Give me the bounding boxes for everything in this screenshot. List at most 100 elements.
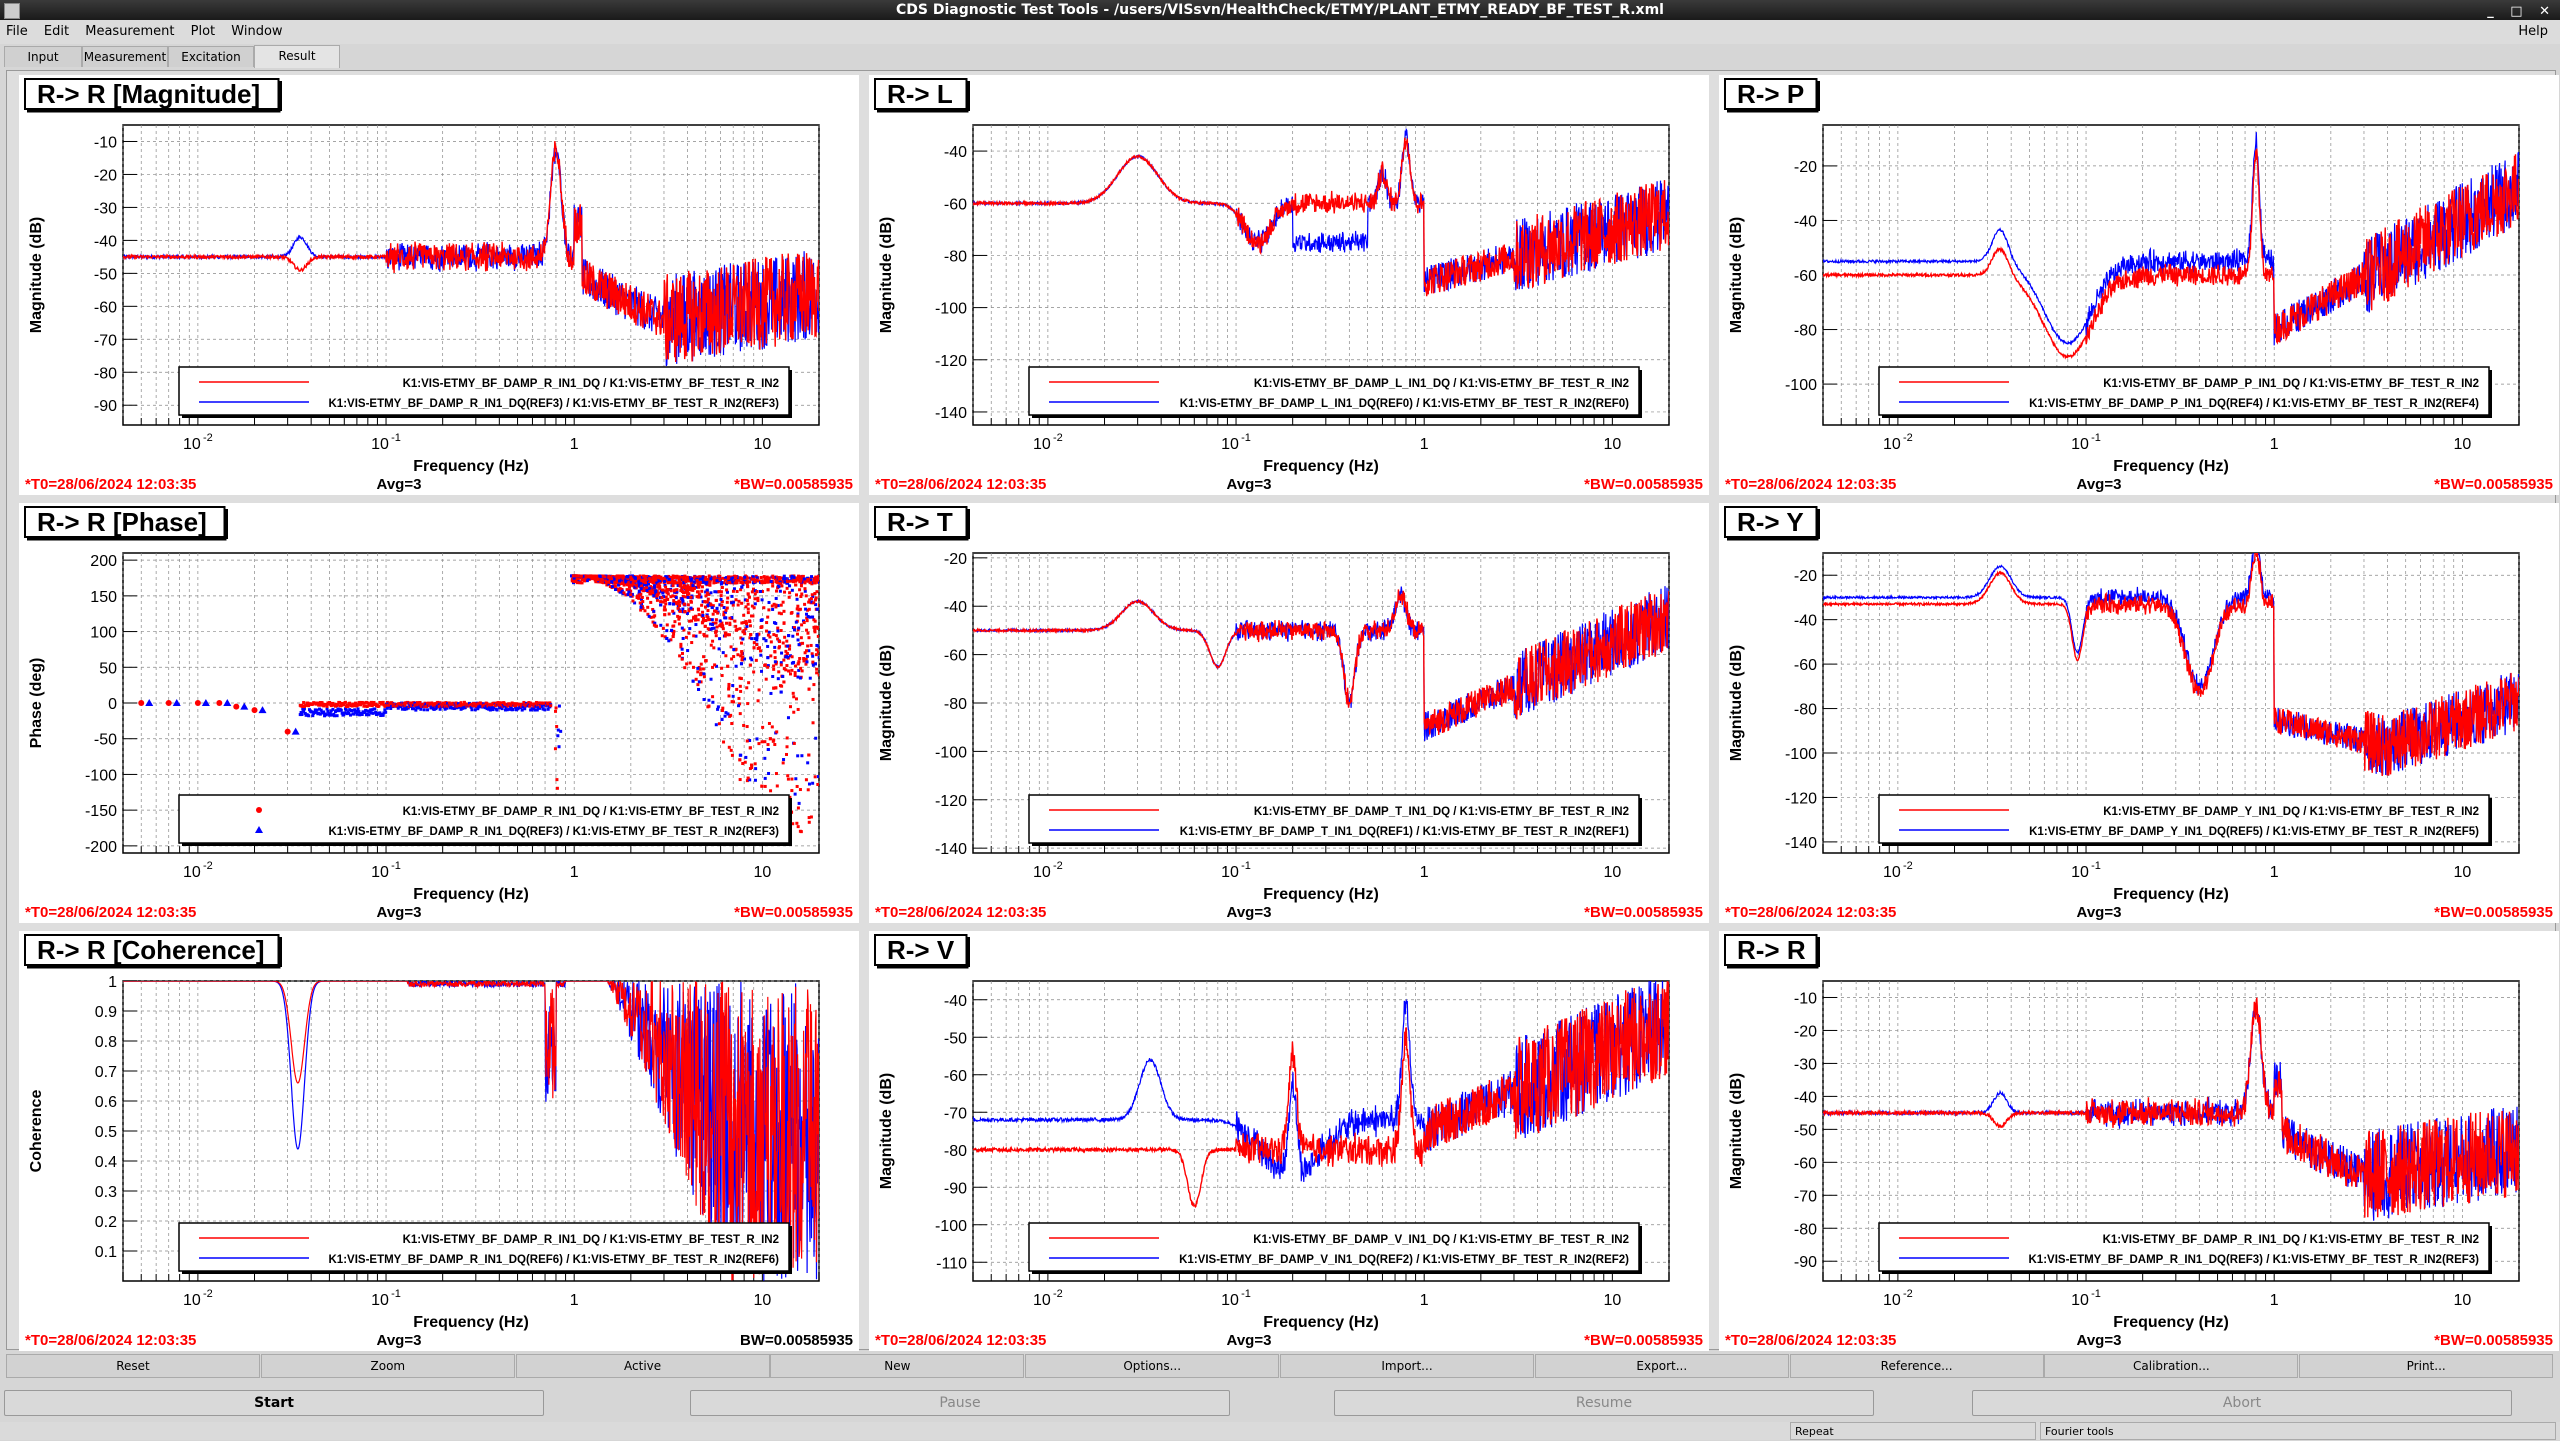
x-axis-label: Frequency (Hz) xyxy=(1263,458,1379,475)
phase-point xyxy=(732,700,736,704)
phase-point xyxy=(722,581,726,585)
phase-point xyxy=(729,645,733,649)
phase-point xyxy=(780,584,784,588)
phase-point-ref xyxy=(726,712,730,716)
phase-point-ref xyxy=(657,579,661,583)
x-tick-label: 1 xyxy=(2270,436,2279,453)
window-controls[interactable]: _ □ ✕ xyxy=(2487,4,2556,19)
plot-panel-rr[interactable]: R-> R -10 -20 -30 -40 -50 -60 -70 -80 -90 Magnitud… xyxy=(1719,931,2559,1351)
phase-point-ref xyxy=(473,708,477,712)
phase-point xyxy=(593,578,597,582)
phase-point-ref xyxy=(639,605,643,609)
reset-button[interactable]: Reset xyxy=(6,1354,260,1378)
options-button[interactable]: Options... xyxy=(1025,1354,1280,1378)
menu-window[interactable]: Window xyxy=(231,24,283,39)
legend-entry: K1:VIS-ETMY_BF_DAMP_R_IN1_DQ(REF3) / K1:… xyxy=(329,398,780,410)
phase-point xyxy=(605,580,609,584)
phase-point xyxy=(802,657,806,661)
phase-point xyxy=(714,618,718,622)
phase-point-ref xyxy=(786,716,790,720)
tab-result[interactable]: Result xyxy=(254,45,340,68)
tab-excitation[interactable]: Excitation xyxy=(168,46,254,67)
phase-point xyxy=(681,595,685,599)
phase-point xyxy=(364,700,368,704)
y-axis-label: Phase (deg) xyxy=(28,658,45,749)
phase-point xyxy=(792,695,796,699)
phase-point-ref xyxy=(663,583,667,587)
y-tick-label: -40 xyxy=(1794,613,1817,630)
abort-button[interactable]: Abort xyxy=(1972,1390,2512,1416)
phase-point-ref xyxy=(815,607,819,611)
phase-point xyxy=(711,604,715,608)
phase-point xyxy=(548,701,552,705)
phase-point-ref xyxy=(730,577,734,581)
phase-point xyxy=(798,607,802,611)
reference-button[interactable]: Reference... xyxy=(1789,1354,2044,1378)
phase-point xyxy=(715,577,719,581)
phase-point-ref xyxy=(652,609,656,613)
menu-file[interactable]: File xyxy=(6,24,28,39)
plot-panel-rr-phase[interactable]: R-> R [Phase] 200 150 100 50 0 -50 -100 -150 -200… xyxy=(19,503,859,923)
phase-point xyxy=(785,580,789,584)
plot-panel-rl[interactable]: R-> L -40 -60 -80 -100 -120 -140 Magnitude (dB)… xyxy=(869,75,1709,495)
phase-point xyxy=(713,663,717,667)
y-tick-label: -40 xyxy=(1794,1089,1817,1106)
phase-point xyxy=(672,624,676,628)
phase-point-ref xyxy=(639,582,643,586)
print-button[interactable]: Print... xyxy=(2299,1354,2554,1378)
phase-point xyxy=(740,650,744,654)
phase-point xyxy=(671,609,675,613)
y-tick-label: -60 xyxy=(1794,268,1817,285)
resume-button[interactable]: Resume xyxy=(1334,1390,1874,1416)
phase-point xyxy=(251,707,258,714)
import-button[interactable]: Import... xyxy=(1280,1354,1534,1378)
tab-bar: Input Measurement Excitation Result xyxy=(0,45,2560,68)
phase-point xyxy=(766,665,770,669)
phase-point xyxy=(703,624,707,628)
plot-panel-rr-coh[interactable]: R-> R [Coherence] 1 0.9 0.8 0.7 0.6 0.5 0.4 0.3 0… xyxy=(19,931,859,1351)
y-tick-label: -40 xyxy=(1794,213,1817,230)
tab-input[interactable]: Input xyxy=(4,46,82,67)
zoom-button[interactable]: Zoom xyxy=(260,1354,515,1378)
plot-panel-rt[interactable]: R-> T -20 -40 -60 -80 -100 -120 -140 Magnitude (… xyxy=(869,503,1709,923)
phase-point xyxy=(760,581,764,585)
phase-point-ref xyxy=(710,618,714,622)
plot-svg-rv: R-> V-40-50-60-70-80-90-100-110Magnitude… xyxy=(874,934,1703,1349)
phase-point xyxy=(748,580,752,584)
phase-point xyxy=(480,702,484,706)
phase-point-ref xyxy=(694,623,698,627)
plot-panel-rv[interactable]: R-> V -40 -50 -60 -70 -80 -90 -100 -110 Magnitude… xyxy=(869,931,1709,1351)
phase-point xyxy=(352,704,356,708)
menu-help[interactable]: Help xyxy=(2518,24,2548,39)
phase-point xyxy=(758,649,762,653)
plot-panel-rp[interactable]: R-> P -20 -40 -60 -80 -100 Magnitude (dB) 10 -2 1… xyxy=(1719,75,2559,495)
phase-point-ref xyxy=(431,705,435,709)
export-button[interactable]: Export... xyxy=(1534,1354,1789,1378)
phase-point-ref xyxy=(457,705,461,709)
phase-point xyxy=(415,703,419,707)
plot-panel-rr-mag[interactable]: R-> R [Magnitude] -10 -20 -30 -40 -50 -60 -70 -8… xyxy=(19,75,859,495)
menu-edit[interactable]: Edit xyxy=(43,24,70,39)
new-button[interactable]: New xyxy=(770,1354,1025,1378)
active-button[interactable]: Active xyxy=(515,1354,770,1378)
plot-panel-ry[interactable]: R-> Y -20 -40 -60 -80 -100 -120 -140 Magnitude (… xyxy=(1719,503,2559,923)
y-tick-label: 0.2 xyxy=(95,1214,117,1231)
menu-plot[interactable]: Plot xyxy=(190,24,216,39)
phase-point xyxy=(807,600,811,604)
phase-point-ref xyxy=(329,709,333,713)
phase-point-ref xyxy=(479,705,483,709)
phase-point-ref xyxy=(731,580,735,584)
phase-point xyxy=(750,614,754,618)
phase-point xyxy=(538,702,542,706)
start-button[interactable]: Start xyxy=(4,1390,544,1416)
pause-button[interactable]: Pause xyxy=(690,1390,1230,1416)
series-live-trace xyxy=(1823,148,2519,360)
phase-point xyxy=(369,702,373,706)
calibration-button[interactable]: Calibration... xyxy=(2044,1354,2299,1378)
plot-title: R-> T xyxy=(887,507,953,537)
menu-measurement[interactable]: Measurement xyxy=(85,24,175,39)
tab-measurement[interactable]: Measurement xyxy=(82,46,168,67)
phase-point xyxy=(354,701,358,705)
phase-point-ref xyxy=(778,589,782,593)
phase-point xyxy=(696,618,700,622)
